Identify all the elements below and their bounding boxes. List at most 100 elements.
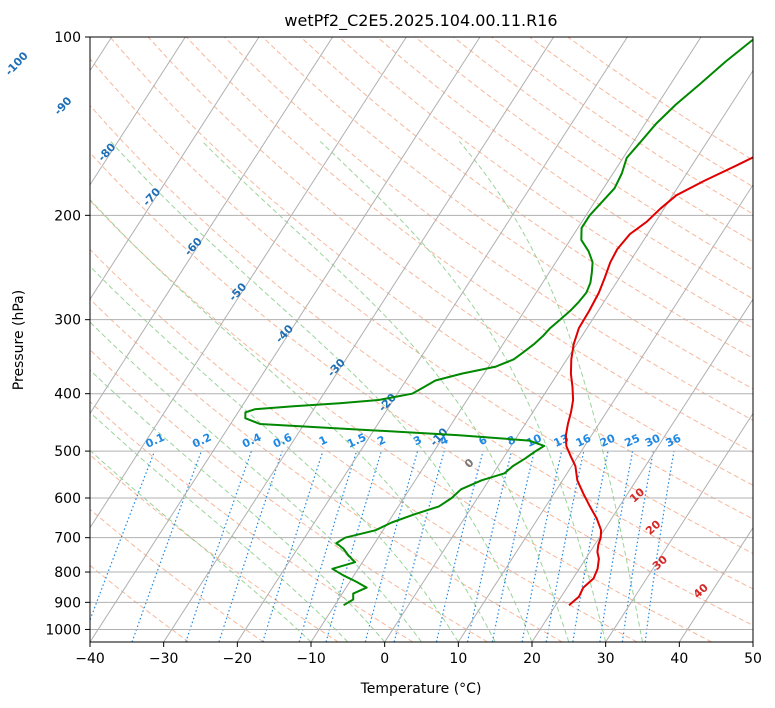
mixing-ratio-line: [298, 450, 358, 642]
mixing-ratio-line: [621, 450, 654, 642]
temperature-line: [564, 156, 753, 606]
y-axis-label: Pressure (hPa): [11, 290, 27, 390]
isotherm: [90, 37, 407, 529]
isotherm: [457, 183, 753, 642]
x-tick-label: 40: [670, 651, 688, 667]
y-tick-label: 900: [54, 595, 81, 611]
dry-adiabat: [224, 37, 753, 421]
isotherm: [678, 526, 753, 642]
isotherm: [90, 37, 260, 301]
x-tick-label: −20: [223, 651, 253, 667]
mixing-ratio-label: 30: [643, 431, 663, 449]
dry-adiabat: [90, 104, 753, 590]
mixing-ratio-label: 8: [505, 433, 517, 448]
mixing-ratio-label: 25: [623, 432, 642, 450]
y-tick-label: 700: [54, 531, 81, 547]
dewpoint-line: [244, 38, 753, 607]
dry-adiabat-label: 0: [462, 456, 477, 471]
isotherm: [310, 37, 702, 642]
y-tick-label: 100: [54, 30, 81, 46]
mixing-ratio-label: 0.6: [271, 431, 294, 451]
mixing-ratio-label: 20: [598, 431, 618, 449]
y-tick-label: 800: [54, 565, 81, 581]
mixing-ratio-label: 1: [317, 433, 329, 448]
isotherm: [236, 37, 628, 642]
dry-adiabat-label: 30: [650, 553, 670, 573]
isotherm-label: -80: [95, 140, 118, 164]
x-tick-label: −10: [296, 651, 326, 667]
mixing-ratio-line: [262, 450, 324, 642]
dry-adiabat: [300, 37, 753, 359]
y-tick-label: 300: [54, 313, 81, 329]
y-axis-ticks: 100 200 300 400 500 600 700 800 900 1000: [45, 30, 90, 638]
mixing-ratio-label: 3: [411, 433, 423, 448]
plot-frame: [89, 36, 754, 643]
dry-adiabat: [567, 37, 753, 161]
mixing-ratio-label: 2: [375, 433, 387, 448]
mixing-ratio-line: [218, 450, 283, 642]
isotherm: [384, 69, 753, 642]
isotherm-label: -60: [182, 235, 205, 259]
moist-adiabat: [110, 140, 533, 642]
background-lines: [90, 37, 753, 642]
dry-adiabat: [90, 564, 190, 642]
isotherm-label: -20: [376, 391, 399, 415]
dry-adiabat: [90, 349, 488, 642]
mixing-ratio-line: [466, 450, 513, 642]
moist-adiabat: [90, 449, 312, 642]
isotherm-label: -90: [52, 94, 75, 118]
mixing-ratio-line: [644, 450, 675, 642]
mixing-ratio-line: [90, 450, 156, 622]
isotherm-label: -70: [140, 185, 163, 209]
mixing-ratio-line: [491, 450, 535, 642]
y-tick-label: 1000: [45, 622, 81, 638]
mixing-ratio-line: [131, 450, 202, 642]
dry-adiabat: [414, 37, 753, 271]
dry-adiabat: [90, 199, 712, 642]
x-tick-label: 10: [449, 651, 467, 667]
moist-adiabat: [458, 140, 643, 642]
dry-adiabat: [185, 37, 753, 454]
x-tick-label: 0: [380, 651, 389, 667]
grid-lines: [90, 37, 753, 642]
mixing-ratio-line: [435, 450, 484, 642]
dry-adiabat: [90, 248, 638, 642]
mixing-ratio-label: 36: [664, 431, 684, 449]
isotherm: [163, 37, 555, 642]
x-tick-label: −40: [75, 651, 105, 667]
y-tick-label: 500: [54, 444, 81, 460]
chart-title: wetPf2_C2E5.2025.104.00.11.R16: [284, 11, 557, 31]
mixing-ratio-line: [185, 450, 252, 642]
mixing-ratio-label: 0.4: [240, 431, 263, 451]
isotherm-label: -50: [226, 280, 249, 304]
mixing-ratio-label: 1.5: [345, 431, 368, 451]
line-labels: 0.1 0.2 0.4 0.6 1 1.5 2 3 4 6 8 10 13 16 20 25 30 36-100-…: [3, 49, 712, 601]
dry-adiabat: [90, 151, 753, 626]
dry-adiabat: [90, 401, 414, 642]
dry-adiabat: [376, 37, 753, 300]
x-axis-ticks: −40 −30 −20 −10 0 10 20 30 40 50: [75, 642, 762, 667]
x-tick-label: 50: [744, 651, 762, 667]
isotherm: [752, 641, 753, 642]
moist-adiabat: [90, 411, 349, 642]
x-axis-label: Temperature (°C): [360, 681, 482, 697]
mixing-ratio-label: 10: [524, 431, 544, 449]
dry-adiabat: [90, 508, 264, 642]
mixing-ratio-line: [599, 450, 634, 642]
isotherm: [531, 298, 753, 642]
mixing-ratio-label: 13: [552, 432, 571, 450]
dry-adiabat: [147, 37, 753, 486]
mixing-ratio-label: 6: [477, 433, 490, 448]
isotherm-label: -30: [325, 356, 348, 380]
isotherm-label: -100: [3, 49, 32, 78]
y-tick-label: 400: [54, 387, 81, 403]
dry-adiabat: [491, 37, 753, 215]
isotherm: [90, 37, 481, 642]
y-tick-label: 600: [54, 491, 81, 507]
mixing-ratio-label: 16: [574, 431, 594, 449]
moist-adiabat: [90, 198, 496, 642]
moist-adiabat: [201, 140, 570, 642]
dry-adiabat: [109, 37, 753, 520]
profile-series: [244, 38, 753, 607]
